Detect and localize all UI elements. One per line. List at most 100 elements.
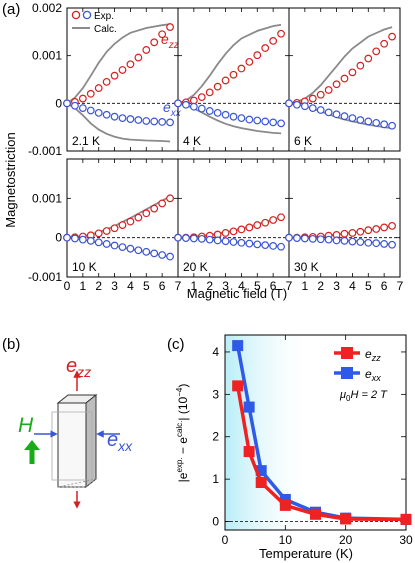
- xtick-label: 0: [64, 279, 71, 293]
- series-point-ezz: [255, 477, 267, 489]
- exp-point-exx: [213, 108, 222, 117]
- exp-point-ezz: [102, 227, 111, 235]
- exp-point-ezz: [269, 36, 278, 45]
- xtick-label: 4: [127, 279, 134, 293]
- panel-c-field-note: μ0H = 2 T: [339, 389, 388, 403]
- ytick-label: 0.001: [32, 191, 62, 205]
- exp-point-ezz: [94, 84, 103, 92]
- exp-point-exx: [205, 235, 214, 244]
- xtick-label: 7: [175, 279, 182, 293]
- exp-point-exx: [142, 117, 151, 125]
- exp-point-exx: [126, 244, 135, 253]
- schematic-ezz-label: ezz: [66, 355, 91, 380]
- series-point-exx: [232, 340, 244, 352]
- curve-label-exx: exx: [163, 99, 182, 119]
- exp-point-exx: [364, 238, 373, 247]
- exp-point-exx: [78, 104, 87, 112]
- exp-point-ezz: [150, 204, 159, 213]
- exp-point-ezz: [364, 54, 373, 63]
- series-point-ezz: [232, 380, 244, 392]
- xtick-label: 3: [333, 279, 340, 293]
- xtick-label: 4: [349, 279, 356, 293]
- xtick-label: 1: [191, 279, 198, 293]
- exp-point-ezz: [229, 70, 238, 79]
- xtick-label: 1: [80, 279, 87, 293]
- subplot-4: 10 K: [63, 158, 179, 278]
- temperature-label: 30 K: [294, 260, 319, 274]
- exp-point-exx: [189, 102, 198, 111]
- exp-point-exx: [340, 236, 349, 245]
- exp-point-exx: [324, 235, 333, 244]
- xtick-label: 6: [270, 279, 277, 293]
- exp-point-ezz: [142, 46, 151, 54]
- exp-point-ezz: [316, 90, 325, 99]
- schematic-exx-sub: xx: [117, 438, 133, 454]
- legend-calc-label: Calc.: [94, 24, 117, 35]
- temperature-label: 6 K: [294, 134, 312, 148]
- exp-point-ezz: [380, 39, 389, 48]
- temperature-label: 10 K: [72, 260, 97, 274]
- series-point-exx: [255, 465, 267, 477]
- exp-point-exx: [94, 108, 103, 117]
- exp-point-exx: [229, 238, 238, 246]
- xtick-label: 2: [95, 279, 102, 293]
- exp-point-exx: [308, 104, 317, 112]
- ytick-label: 4: [212, 345, 219, 359]
- series-point-ezz: [400, 513, 412, 525]
- temperature-label: 4 K: [183, 134, 201, 148]
- exp-point-ezz: [197, 93, 206, 102]
- exp-point-ezz: [118, 221, 127, 229]
- exp-point-exx: [253, 240, 262, 249]
- panel-a-xlabel: Magnetic field (T): [187, 286, 287, 301]
- exp-point-exx: [372, 118, 381, 127]
- exp-point-exx: [150, 117, 159, 126]
- ytick-label: 0.001: [32, 49, 62, 63]
- svg-text:exx: exx: [107, 429, 133, 454]
- exp-point-exx: [293, 234, 301, 242]
- ytick-label: 0: [55, 96, 62, 110]
- panel-label-b: (b): [2, 336, 20, 353]
- exp-point-exx: [197, 234, 206, 243]
- xtick-label: 7: [286, 279, 293, 293]
- exp-point-ezz: [277, 213, 285, 222]
- schematic-ezz-sub: zz: [76, 364, 91, 380]
- svg-text:ezz: ezz: [66, 355, 91, 380]
- exp-point-ezz: [158, 199, 167, 208]
- panel-label-a: (a): [2, 1, 20, 18]
- svg-text:exx: exx: [365, 367, 381, 383]
- curve-label-exx-sub: xx: [170, 108, 182, 119]
- xtick-label: 10: [279, 533, 293, 547]
- exp-point-exx: [261, 117, 270, 126]
- exp-point-exx: [237, 238, 246, 247]
- exp-point-exx: [388, 240, 396, 249]
- exp-point-ezz: [261, 44, 270, 52]
- exp-point-ezz: [388, 32, 396, 41]
- exp-point-ezz: [102, 77, 111, 86]
- legend-exp-red-marker: [71, 10, 81, 20]
- exp-point-ezz: [324, 86, 333, 94]
- exp-point-ezz: [126, 217, 135, 226]
- exp-point-exx: [63, 233, 71, 242]
- ytick-label: -0.001: [28, 270, 62, 284]
- exp-point-exx: [308, 234, 317, 243]
- exp-point-ezz: [78, 94, 87, 103]
- exp-point-exx: [71, 234, 79, 243]
- exp-point-exx: [134, 116, 143, 124]
- exp-point-exx: [174, 233, 182, 242]
- exp-point-ezz: [356, 61, 365, 70]
- exp-point-exx: [221, 237, 230, 246]
- exp-point-ezz: [110, 224, 119, 233]
- exp-point-exx: [197, 104, 206, 113]
- ytick-label: 3: [212, 387, 219, 401]
- exp-point-exx: [316, 235, 325, 244]
- panel-c-xlabel: Temperature (K): [259, 546, 353, 561]
- schematic-exx-e: e: [107, 429, 118, 451]
- calc-curve-ezz: [66, 23, 171, 105]
- exp-point-ezz: [229, 227, 238, 236]
- exp-point-ezz: [277, 29, 285, 38]
- exp-point-exx: [380, 240, 389, 248]
- exp-point-exx: [253, 116, 262, 125]
- exp-point-exx: [166, 252, 174, 261]
